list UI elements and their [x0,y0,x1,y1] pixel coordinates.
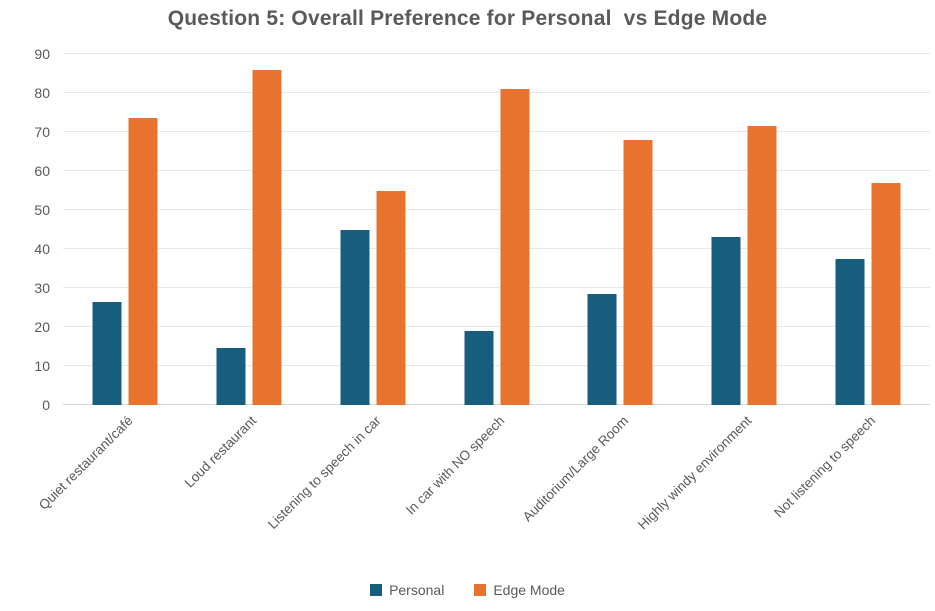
bar-group [464,54,529,405]
y-tick-label: 60 [34,163,50,180]
legend: Personal Edge Mode [0,582,935,598]
bar-group [92,54,158,405]
bar-edge-mode [871,182,901,405]
x-axis-label: Not listening to speech [771,413,879,521]
bar-personal [464,330,493,405]
y-axis: 0 10 20 30 40 50 60 70 80 90 [0,46,50,413]
y-tick-label: 20 [34,319,50,336]
gridline [63,209,930,210]
bar-personal [216,348,246,405]
chart-title: Question 5: Overall Preference for Perso… [167,7,768,30]
y-tick-label: 50 [34,202,50,218]
gridline [63,53,930,54]
legend-item-personal: Personal [370,582,444,598]
bar-personal [835,258,865,405]
gridline [63,365,930,367]
bar-edge-mode [623,139,653,405]
personal-swatch [370,584,383,596]
bar-group [216,54,282,405]
x-axis-label: Auditorium/Large Room [519,413,631,525]
gridline [63,170,930,171]
legend-label-personal: Personal [389,582,445,598]
bar-personal [711,237,741,405]
bar-edge-mode [747,126,777,405]
x-axis-label: Listening to speech in car [264,413,384,532]
x-axis-label: Highly windy environment [635,413,755,533]
bar-edge-mode [376,190,406,405]
y-tick-label: 0 [42,397,50,413]
gridline [63,131,930,132]
plot-area [63,53,930,405]
x-axis-label: Loud restaurant [181,413,260,491]
gridline [63,92,930,94]
gridline [63,404,930,405]
x-axis-label: In car with NO speech [402,413,508,518]
bar-personal [587,293,617,405]
bar-group [587,54,653,405]
y-tick-label: 40 [34,241,50,258]
y-tick-label: 80 [34,85,50,102]
x-axis-label: Quiet restaurant/café [35,413,136,513]
gridline [63,287,930,288]
x-axis: Quiet restaurant/café Loud restaurant List… [36,409,930,577]
bar-edge-mode [252,69,282,405]
bar-personal [92,301,122,405]
bar-personal [340,229,370,405]
y-tick-label: 30 [34,280,50,297]
bar-edge-mode [500,89,529,405]
gridline [63,248,930,250]
bar-edge-mode [128,118,158,405]
y-tick-label: 90 [34,46,50,62]
gridline [63,326,930,328]
y-tick-label: 70 [34,124,50,140]
bar-group [340,54,406,405]
bar-group [711,54,777,405]
legend-item-edge-mode: Edge Mode [474,582,565,598]
legend-label-edge-mode: Edge Mode [493,582,565,598]
y-tick-label: 10 [34,358,50,375]
edge-mode-swatch [474,584,487,596]
bar-group [835,54,901,405]
